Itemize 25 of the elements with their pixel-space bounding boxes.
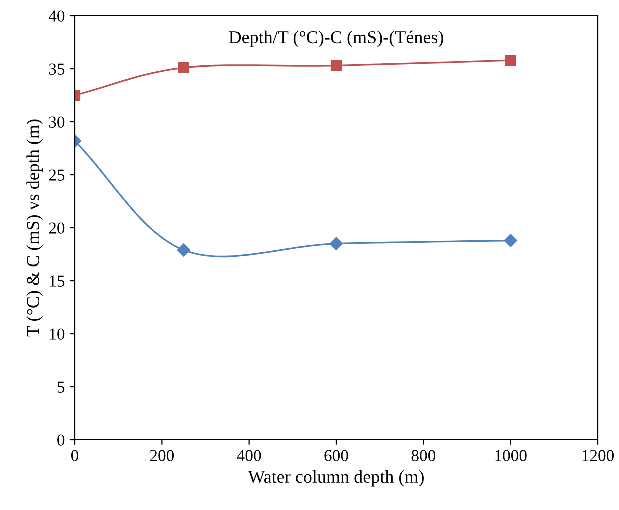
- x-tick-label: 0: [71, 450, 79, 462]
- y-tick-label: 15: [50, 276, 65, 287]
- x-tick-label: 600: [324, 450, 348, 462]
- y-tick-label: 40: [48, 10, 65, 22]
- point: [330, 60, 342, 72]
- point: [330, 237, 344, 250]
- x-tick-label: 200: [150, 450, 174, 462]
- y-tick-label: 5: [58, 382, 65, 393]
- y-tick-label: 0: [58, 434, 65, 446]
- x-tick-label: 1200: [582, 450, 614, 462]
- x-tick-label: 1000: [496, 450, 527, 462]
- y-tick-label: 35: [49, 64, 65, 75]
- text: Depth/T (°C)-C (mS)-(Ténes): [229, 30, 444, 48]
- x-tick-label: 800: [412, 450, 436, 462]
- point: [178, 62, 190, 74]
- y-tick-label: 25: [49, 170, 65, 181]
- y-tick-label: 20: [49, 222, 65, 234]
- y-tick-label: 30: [49, 116, 65, 128]
- point: [504, 234, 518, 248]
- point: [177, 244, 191, 257]
- y-tick-label: 10: [50, 328, 65, 340]
- point: [505, 54, 516, 66]
- y-axis-title: T (°C) & C (mS) vs depth (m): [26, 120, 44, 337]
- x-tick-label: 400: [237, 450, 262, 462]
- x-axis-title: Water column depth (m): [248, 470, 424, 487]
